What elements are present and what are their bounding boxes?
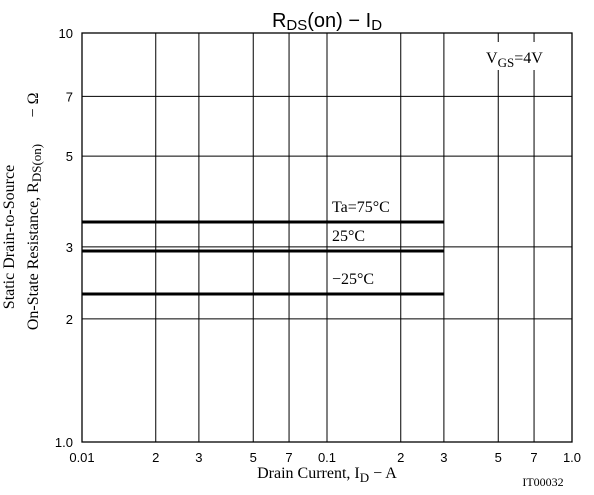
- y-axis-label-line1: Static Drain-to-Source: [1, 165, 18, 309]
- x-tick-label: 7: [285, 450, 292, 465]
- x-tick-label: 0.1: [318, 450, 336, 465]
- x-tick-label: 5: [495, 450, 502, 465]
- series-label: 25°C: [332, 228, 365, 245]
- x-tick-label: 7: [530, 450, 537, 465]
- plot-frame: [81, 32, 573, 443]
- series-label-bg: [330, 195, 392, 218]
- x-tick-label: 2: [397, 450, 404, 465]
- y-tick-label: 7: [66, 89, 73, 104]
- x-tick-label: 3: [195, 450, 202, 465]
- y-tick-label: 10: [59, 26, 73, 41]
- y-tick-label: 1.0: [55, 435, 73, 450]
- series-label: Ta=75°C: [332, 199, 390, 216]
- figure-id: IT00032: [522, 475, 563, 489]
- condition-label-bg: [480, 42, 568, 70]
- x-tick-label: 5: [250, 450, 257, 465]
- y-axis-unit: − Ω: [25, 92, 42, 117]
- series-labels: Ta=75°C 25°C −25°C: [330, 195, 392, 290]
- series-label: −25°C: [332, 271, 374, 288]
- y-axis-label-line2: On-State Resistance, RDS(on): [25, 144, 44, 330]
- x-tick-label: 1.0: [563, 450, 581, 465]
- chart-title: RDS(on) − ID: [272, 10, 382, 34]
- condition-label: VGS=4V: [486, 50, 543, 70]
- series-lines: [82, 220, 444, 296]
- y-tick-label: 5: [66, 149, 73, 164]
- x-tick-label: 3: [440, 450, 447, 465]
- series-label-bg: [330, 224, 368, 247]
- x-axis-label: Drain Current, ID − A: [257, 465, 397, 485]
- series-label-bg: [330, 267, 377, 290]
- grid-lines: [82, 33, 572, 442]
- x-tick-label: 0.01: [69, 450, 94, 465]
- y-tick-label: 2: [66, 312, 73, 327]
- tick-labels: 0.01 2 3 5 7 0.1 2 3 5 7 1.0 1.0 2 3 5 7 10: [55, 26, 581, 465]
- y-tick-label: 3: [66, 240, 73, 255]
- x-tick-label: 2: [152, 450, 159, 465]
